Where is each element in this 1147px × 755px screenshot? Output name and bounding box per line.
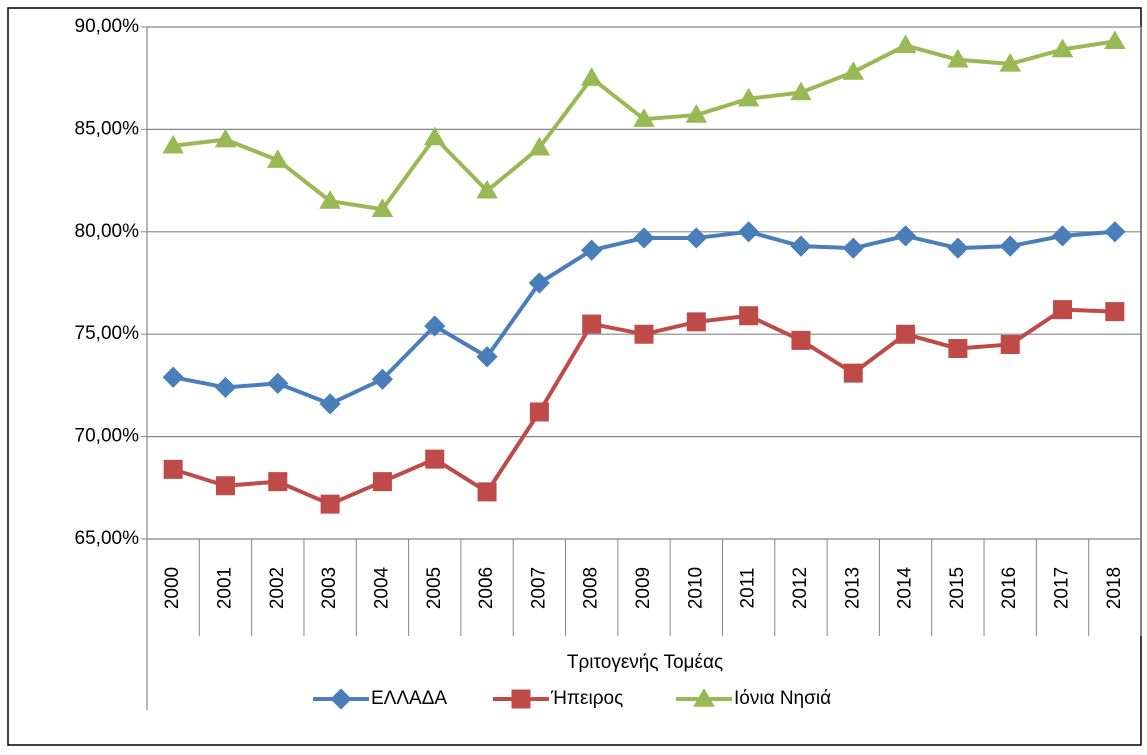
- data-point: [842, 237, 864, 259]
- data-point: [580, 67, 603, 86]
- x-tick-label: 2007: [528, 567, 549, 609]
- x-tick-label: 2014: [895, 566, 916, 609]
- legend-marker: [693, 688, 715, 707]
- y-tick-label: 65,00%: [75, 528, 140, 549]
- data-point: [425, 449, 445, 469]
- data-point: [685, 227, 707, 249]
- data-point: [320, 494, 340, 514]
- y-tick-label: 85,00%: [75, 118, 140, 139]
- data-point: [1104, 221, 1126, 243]
- data-point: [319, 190, 341, 209]
- x-tick-label: 2015: [947, 567, 968, 609]
- y-tick-label: 75,00%: [75, 323, 140, 344]
- x-tick-label: 2010: [685, 567, 706, 609]
- data-point: [791, 330, 811, 350]
- data-point: [948, 339, 968, 359]
- data-point: [476, 346, 498, 368]
- data-point: [477, 482, 497, 502]
- x-tick-label: 2012: [790, 567, 811, 609]
- data-point: [842, 61, 865, 80]
- x-tick-label: 2009: [633, 567, 654, 609]
- data-point: [267, 149, 289, 168]
- data-point: [214, 376, 237, 399]
- data-point: [423, 126, 446, 146]
- x-tick-label: 2001: [214, 567, 235, 609]
- data-point: [162, 366, 184, 388]
- data-point: [633, 227, 655, 249]
- data-point: [372, 472, 392, 492]
- data-point: [685, 104, 708, 123]
- data-point: [999, 235, 1021, 257]
- data-point: [1053, 300, 1073, 320]
- data-point: [738, 221, 760, 243]
- data-point: [739, 306, 759, 326]
- data-point: [528, 136, 551, 156]
- data-point: [528, 272, 550, 294]
- data-point: [999, 52, 1021, 72]
- data-point: [947, 237, 969, 259]
- data-point: [162, 134, 184, 154]
- legend-label: Ήπειρος: [550, 688, 623, 709]
- x-tick-label: 2011: [738, 568, 759, 609]
- data-point: [790, 235, 812, 257]
- x-tick-label: 2008: [581, 567, 602, 609]
- legend-marker: [330, 688, 352, 710]
- x-tick-label: 2002: [267, 567, 288, 609]
- data-point: [529, 402, 549, 422]
- data-point: [215, 476, 235, 496]
- data-point: [790, 81, 812, 101]
- data-point: [896, 324, 916, 344]
- legend-label: ΕΛΛΑΔΑ: [371, 688, 447, 709]
- x-tick-label: 2006: [476, 567, 497, 609]
- x-tick-label: 2013: [842, 567, 863, 609]
- data-point: [1000, 334, 1020, 354]
- data-point: [737, 87, 760, 107]
- data-point: [686, 312, 706, 332]
- legend-marker: [511, 689, 531, 709]
- data-point: [894, 225, 917, 247]
- data-point: [581, 239, 603, 261]
- y-tick-label: 70,00%: [75, 426, 140, 447]
- data-point: [633, 108, 655, 127]
- data-point: [947, 48, 969, 68]
- x-tick-label: 2000: [162, 567, 183, 609]
- x-tick-label: 2003: [319, 567, 340, 609]
- data-point: [894, 34, 917, 54]
- y-tick-label: 80,00%: [75, 221, 140, 242]
- data-point: [268, 472, 288, 492]
- data-point: [319, 393, 341, 415]
- data-point: [1051, 225, 1074, 247]
- data-point: [424, 315, 446, 337]
- data-point: [1105, 302, 1125, 322]
- x-tick-label: 2005: [424, 567, 445, 609]
- data-point: [371, 198, 394, 217]
- data-point: [843, 363, 863, 383]
- data-point: [634, 324, 654, 344]
- y-tick-label: 90,00%: [75, 16, 140, 37]
- data-point: [1051, 38, 1074, 58]
- x-axis-title: Τριτογενής Τομέας: [567, 652, 723, 673]
- legend-label: Ιόνια Νησιά: [734, 688, 831, 709]
- x-tick-label: 2018: [1104, 567, 1125, 609]
- data-point: [214, 128, 237, 148]
- data-point: [582, 314, 602, 334]
- data-point: [267, 372, 289, 394]
- x-tick-label: 2016: [999, 567, 1020, 609]
- x-tick-label: 2017: [1052, 567, 1073, 609]
- chart-border: [7, 7, 1142, 746]
- data-point: [371, 368, 394, 390]
- data-point: [1104, 30, 1126, 50]
- data-point: [476, 179, 498, 199]
- data-point: [163, 459, 183, 479]
- x-tick-label: 2004: [371, 566, 392, 609]
